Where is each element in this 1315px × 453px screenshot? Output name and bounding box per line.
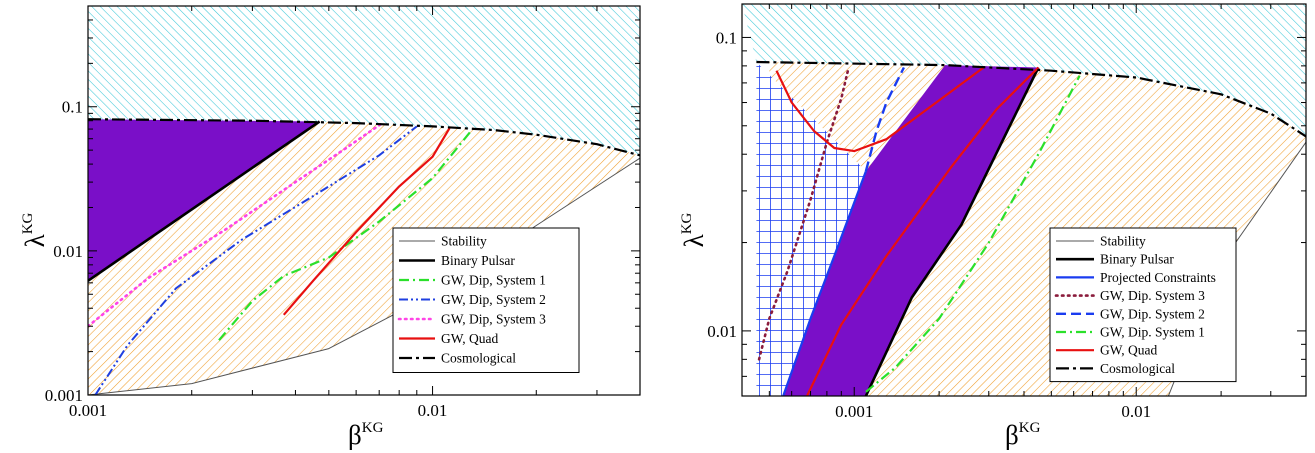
legend-label-gw-dip-system-3: GW, Dip. System 3 (1100, 288, 1205, 303)
legend-label-stability: Stability (441, 234, 487, 249)
series-gw-dip-system-2 (94, 125, 418, 395)
legend-label-binary-pulsar: Binary Pulsar (1100, 252, 1174, 267)
series-cosmological (88, 118, 640, 157)
left-legend: Stability Binary Pulsar GW, Dip, System 1 G… (392, 227, 580, 373)
legend-label-projected-constraints: Projected Constraints (1100, 270, 1216, 285)
region-binary-pulsar-excluded (783, 65, 1039, 396)
legend-label-gw-dip-system-2: GW, Dip, System 2 (441, 292, 546, 307)
legend-label-gw-dip-system-1: GW, Dip, System 1 (441, 273, 546, 288)
y-tick-label: 0.01 (707, 322, 737, 341)
x-tick-label: 0.001 (835, 402, 873, 421)
left-x-axis-label: βKG (348, 420, 384, 450)
left-panel: 0.001 0.01 0.001 0.01 0.1 βKG λKG Stability B… (20, 5, 641, 450)
x-tick-label: 0.001 (69, 401, 107, 420)
series-gw-dip-system-3 (757, 69, 850, 361)
series-projected-constraints (782, 170, 867, 396)
y-tick-label: 0.1 (62, 98, 83, 117)
region-projected-constraints (756, 62, 866, 396)
legend-label-gw-quad: GW, Quad (1100, 343, 1157, 358)
series-binary-pulsar (88, 120, 321, 282)
right-panel-ticks: 0.001 0.01 0.01 0.1 (707, 4, 1307, 421)
series-binary-pulsar (864, 66, 1040, 396)
right-x-axis-label: βKG (1005, 420, 1041, 450)
right-legend: Stability Binary Pulsar Projected Constrai… (1049, 227, 1237, 383)
legend-label-cosmological: Cosmological (1100, 361, 1175, 376)
region-cosmological-excluded (742, 4, 1306, 137)
series-gw-dip-system-2 (864, 66, 905, 172)
legend-label-gw-dip-system-3: GW, Dip, System 3 (441, 312, 546, 327)
legend-label-cosmological: Cosmological (441, 351, 516, 366)
left-plot-frame (87, 5, 641, 396)
legend-box (1049, 227, 1237, 383)
right-panel: 0.001 0.01 0.01 0.1 βKG λKG Stability Binary… (679, 3, 1307, 450)
region-cosmological-excluded (88, 6, 640, 156)
legend-label-stability: Stability (1100, 234, 1146, 249)
left-panel-series (88, 118, 640, 395)
legend-label-gw-dip-system-2: GW, Dip. System 2 (1100, 306, 1205, 321)
legend-label-gw-dip-system-1: GW, Dip. System 1 (1100, 325, 1205, 340)
series-gw-dip-system-3 (88, 121, 385, 328)
right-y-axis-label: λKG (679, 212, 709, 247)
x-tick-label: 0.01 (418, 401, 448, 420)
right-panel-series (756, 60, 1306, 396)
series-gw-quad (806, 66, 1040, 396)
left-y-axis-label: λKG (20, 212, 50, 247)
y-tick-label: 0.001 (45, 386, 83, 405)
series-gw-quad (282, 127, 451, 316)
x-tick-label: 0.01 (1121, 402, 1151, 421)
legend-label-binary-pulsar: Binary Pulsar (441, 253, 515, 268)
legend-label-gw-quad: GW, Quad (441, 331, 498, 346)
region-stability-allowed (88, 121, 640, 395)
y-tick-label: 0.1 (716, 28, 737, 47)
left-panel-ticks: 0.001 0.01 0.001 0.01 0.1 (45, 5, 641, 420)
y-tick-label: 0.01 (53, 242, 83, 261)
series-gw-quad-upper (775, 65, 986, 153)
series-gw-dip-system-1 (218, 129, 473, 341)
series-gw-dip-system-1 (865, 75, 1081, 393)
series-stability (88, 157, 640, 395)
